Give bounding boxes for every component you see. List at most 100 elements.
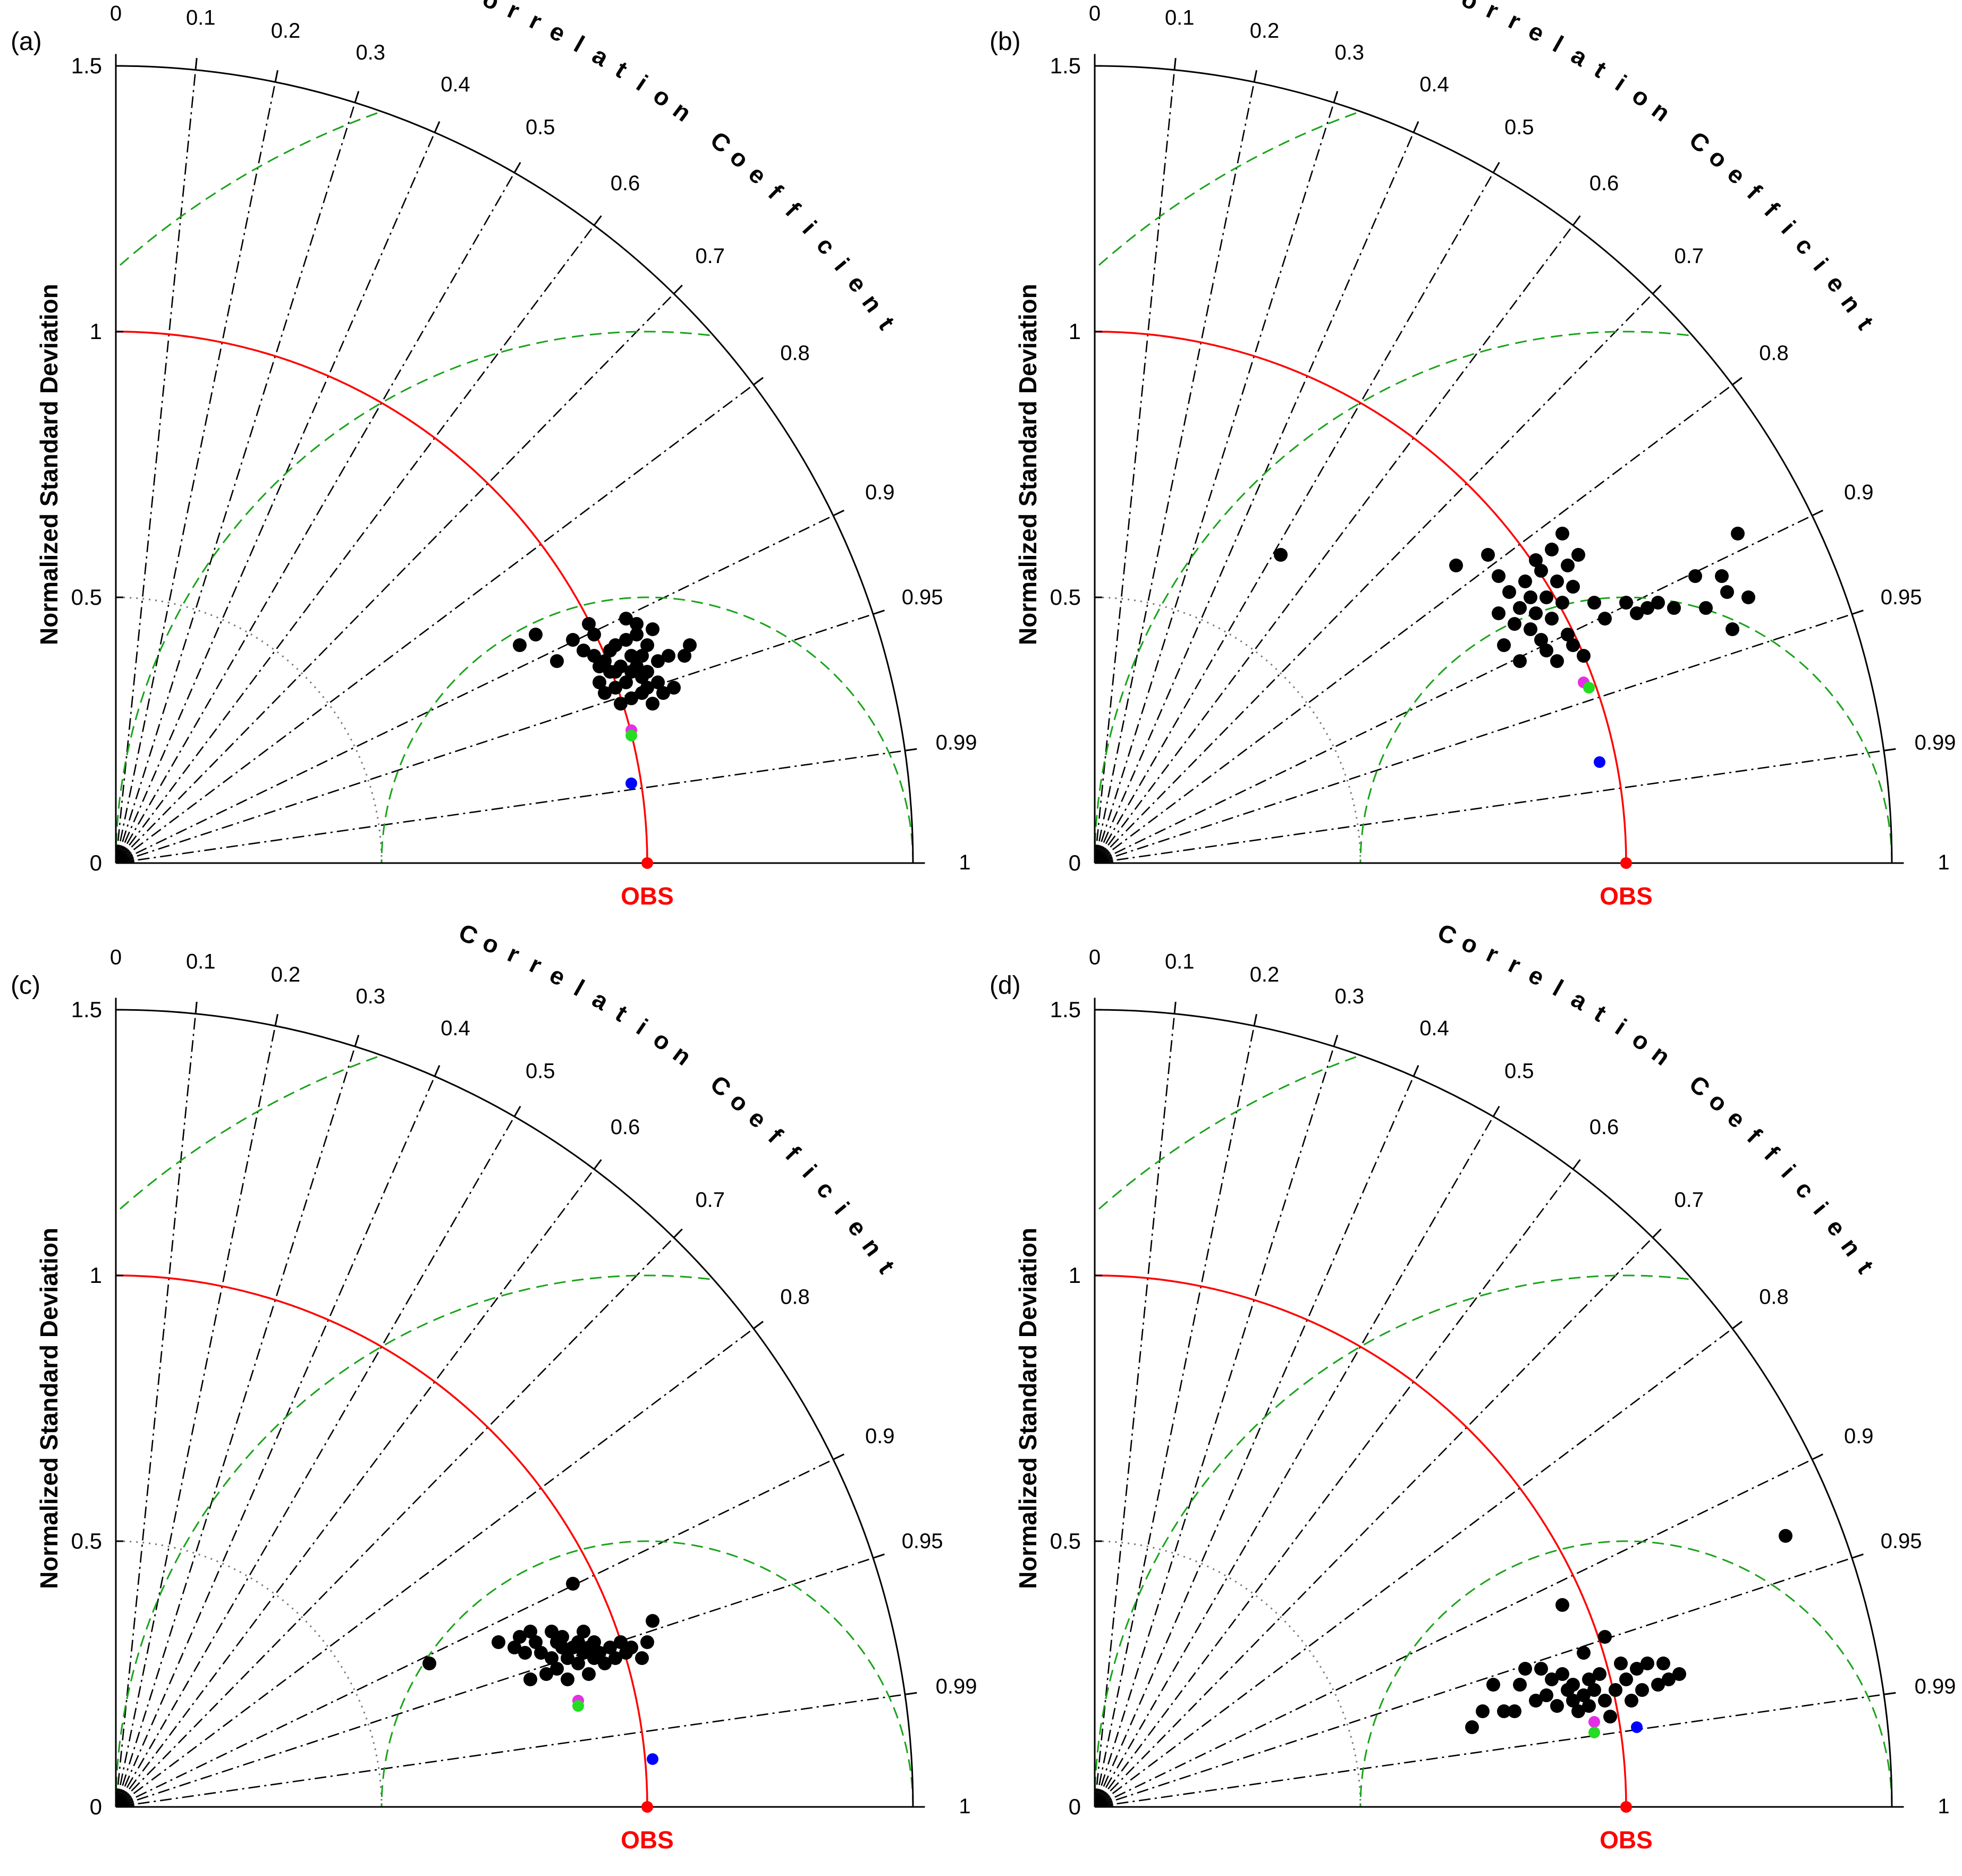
obs-label: OBS <box>621 882 674 910</box>
model-point <box>561 1672 574 1686</box>
corr-title-letter: l <box>1549 974 1568 1002</box>
model-point <box>683 638 697 652</box>
model-point <box>1619 596 1633 610</box>
model-point <box>614 1635 628 1649</box>
model-point <box>582 617 596 631</box>
corr-title-letter: f <box>1742 1123 1768 1148</box>
corr-tick <box>1413 1065 1419 1077</box>
model-point <box>523 1625 537 1638</box>
corr-tick-label: 0.4 <box>1419 73 1449 96</box>
model-point <box>518 1646 532 1660</box>
model-point <box>1582 1672 1596 1686</box>
corr-title-letter: t <box>1852 1256 1879 1278</box>
model-point <box>1508 617 1521 631</box>
obs-label: OBS <box>1600 882 1653 910</box>
corr-tick <box>274 70 278 82</box>
correlation-line-0.2 <box>1094 1026 1255 1807</box>
corr-tick <box>1253 1013 1257 1026</box>
correlation-line-0.4 <box>1094 1076 1415 1807</box>
model-point <box>608 665 622 679</box>
model-point <box>1667 601 1681 615</box>
model-point <box>598 686 612 700</box>
correlation-line-0.1 <box>1094 70 1175 864</box>
corr-tick-label: 0.4 <box>441 1017 470 1040</box>
model-point <box>422 1657 436 1670</box>
correlation-line-0.7 <box>1094 1237 1653 1807</box>
corr-tick <box>1851 610 1864 615</box>
corr-title-letter: f <box>1759 1140 1785 1166</box>
corr-tick-label: 0 <box>1089 2 1101 26</box>
corr-title-letter: n <box>857 289 888 318</box>
corr-title-letter: i <box>829 1197 855 1220</box>
model-point <box>640 1635 654 1649</box>
model-point <box>577 1625 590 1638</box>
model-point <box>1540 644 1553 657</box>
corr-title-letter: o <box>1458 928 1483 959</box>
model-point <box>1534 1662 1548 1676</box>
corr-tick-label: 1 <box>959 851 970 874</box>
corr-tick-label: 1 <box>1938 1795 1949 1818</box>
model-point <box>561 1651 574 1665</box>
corr-title-letter: r <box>1504 6 1525 36</box>
corr-title-letter: a <box>1567 985 1593 1016</box>
model-point <box>1555 1667 1569 1681</box>
corr-title-letter: r <box>526 950 546 979</box>
corr-tick-label: 0.2 <box>1250 963 1280 986</box>
model-point <box>1603 1710 1617 1723</box>
correlation-line-0.2 <box>1094 82 1255 864</box>
std-tick-label: 1 <box>1069 319 1081 344</box>
corr-title-letter: r <box>503 940 523 969</box>
model-point <box>614 697 628 711</box>
model-point <box>1502 585 1516 599</box>
corr-tick <box>1492 1105 1500 1117</box>
model-point <box>1614 1657 1628 1670</box>
corr-title-letter: f <box>763 1123 789 1148</box>
model-point <box>1566 1694 1580 1708</box>
ensemble-point-blue <box>625 778 637 789</box>
model-point <box>577 644 590 657</box>
corr-tick-label: 0.3 <box>1334 985 1364 1008</box>
rms-contour-1 <box>115 1274 710 1807</box>
model-point <box>492 1635 505 1649</box>
correlation-line-0.9 <box>1094 1458 1813 1808</box>
corr-tick-label: 0.3 <box>356 41 385 64</box>
std-arc-0.5 <box>1094 596 1361 864</box>
correlation-line-0.95 <box>115 613 874 864</box>
model-point <box>1534 564 1548 578</box>
model-point <box>1550 1699 1564 1713</box>
model-point <box>651 654 665 668</box>
corr-tick-label: 0.2 <box>271 19 301 43</box>
model-point <box>571 1635 585 1649</box>
correlation-line-0.99 <box>1094 1694 1884 1808</box>
model-point <box>640 665 654 679</box>
model-point <box>1555 596 1569 610</box>
rms-contour-0.5 <box>1359 1540 1893 1807</box>
taylor-panel-a: 0 0.5 1 1.5 0 0.1 0.2 0.3 0.4 0.5 0.6 0.7 0.8 0.9 0.95… <box>11 0 977 910</box>
corr-title-letter: i <box>1776 215 1801 239</box>
panel-label: (c) <box>11 971 40 1000</box>
model-point <box>635 649 649 663</box>
model-point <box>1699 601 1713 615</box>
corr-tick-label: 0.2 <box>1250 19 1280 43</box>
model-point <box>598 1657 612 1670</box>
model-point <box>1625 1694 1638 1708</box>
corr-tick-label: 0.6 <box>1589 172 1619 195</box>
model-point <box>1534 633 1548 647</box>
corr-tick-label: 0.5 <box>526 1060 555 1083</box>
y-axis-title: Normalized Standard Deviation <box>1014 1228 1042 1589</box>
corr-title-letter: e <box>743 160 772 189</box>
corr-tick <box>1413 121 1419 133</box>
corr-title-letter: l <box>1549 30 1568 58</box>
obs-point <box>1620 1801 1632 1813</box>
corr-title-letter: o <box>1704 143 1733 174</box>
std-tick-label: 0.5 <box>71 1528 102 1553</box>
corr-tick-label: 0.1 <box>1165 950 1195 974</box>
outer-arc <box>115 65 914 864</box>
corr-tick <box>1812 1454 1823 1460</box>
std-arc-0.5 <box>1094 1540 1361 1807</box>
corr-tick <box>1572 1159 1581 1170</box>
corr-tick-label: 0 <box>110 946 122 969</box>
corr-tick-label: 0.99 <box>1915 731 1956 755</box>
model-point <box>1651 596 1665 610</box>
corr-title-letter: e <box>743 1104 772 1133</box>
